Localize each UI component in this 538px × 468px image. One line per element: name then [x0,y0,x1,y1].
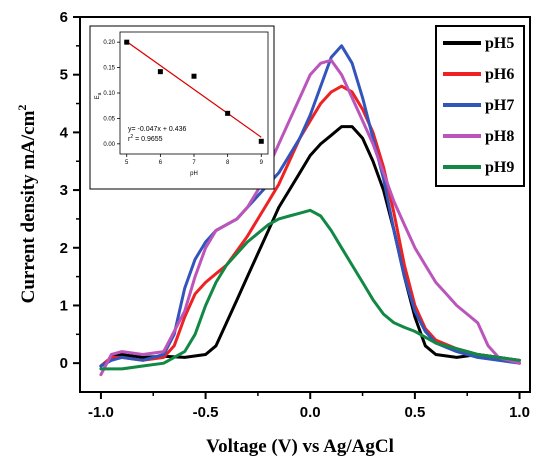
y-tick-label: 5 [60,67,68,84]
legend-label-ph5: pH5 [485,35,514,52]
inset-data-point [191,73,197,79]
x-tick-label: 0.0 [300,404,321,421]
y-tick-label: 3 [60,182,68,199]
series-line-ph9 [99,208,521,371]
y-axis-title-superscript: 2 [15,105,29,111]
inset-x-axis-title: pH [190,171,198,177]
legend-label-ph6: pH6 [485,66,514,83]
inset-data-point [124,39,130,45]
inset-chart: 5 6 7 8 9 0.00 0.05 0.10 0.15 0.20 pH Ea y= -0.04… [89,25,275,190]
inset-x-tick-label: 7 [192,160,196,166]
series-line-ph8 [99,58,521,377]
x-tick-label: 0.5 [404,404,425,421]
inset-y-tick-label: 0.05 [103,116,115,122]
inset-x-tick-label: 5 [125,160,129,166]
inset-content [124,39,264,144]
inset-r-squared-main: r [128,136,131,143]
y-tick-label: 1 [60,297,68,314]
inset-fit-line [126,41,262,138]
inset-x-tick-label: 8 [226,160,230,166]
series-line-ph7 [99,44,521,368]
inset-y-tick-label: 0.20 [103,40,115,46]
legend: pH5 pH6 pH7 pH8 pH9 [435,25,525,187]
y-tick-label: 4 [60,124,69,141]
inset-y-axis-title-main: E [95,95,101,99]
inset-y-tick-label: 0.15 [103,66,115,72]
main-axis-ticks: -1.0 -0.5 0.0 0.5 1.0 0 1 2 3 4 5 6 [60,9,530,421]
inset-y-axis-title: Ea [95,92,103,99]
x-tick-label: -0.5 [193,404,219,421]
y-tick-label: 2 [60,240,68,257]
plot-frame [79,16,531,393]
legend-label-ph8: pH8 [485,128,514,145]
inset-y-axis-title-subscript: a [97,92,103,95]
x-axis-title: Voltage (V) vs Ag/AgCl [206,436,394,457]
inset-x-tick-label: 9 [260,160,264,166]
y-tick-label: 0 [60,355,68,372]
inset-r-squared: r2 = 0.9655 [128,134,163,143]
legend-label-ph7: pH7 [485,97,514,114]
inset-r-squared-sup: 2 [130,134,133,140]
inset-x-tick-label: 6 [159,160,163,166]
main-series-group [99,44,521,377]
inset-y-tick-label: 0.10 [103,91,115,97]
inset-r-squared-rest: = 0.9655 [133,136,162,143]
inset-data-point [157,69,163,75]
inset-data-point [258,138,264,144]
inset-y-tick-label: 0.00 [103,142,115,148]
x-tick-label: 1.0 [509,404,530,421]
inset-axis-ticks: 5 6 7 8 9 0.00 0.05 0.10 0.15 0.20 [103,40,263,166]
y-tick-label: 6 [60,9,68,26]
x-tick-label: -1.0 [88,404,114,421]
y-axis-title: Current density mA/cm2 [15,105,39,304]
inset-frame [89,25,275,190]
inset-fit-equation: y= -0.047x + 0.436 [128,126,186,133]
inset-data-point [225,110,231,116]
y-axis-title-main: Current density mA/cm [18,110,39,303]
legend-label-ph9: pH9 [485,159,514,176]
